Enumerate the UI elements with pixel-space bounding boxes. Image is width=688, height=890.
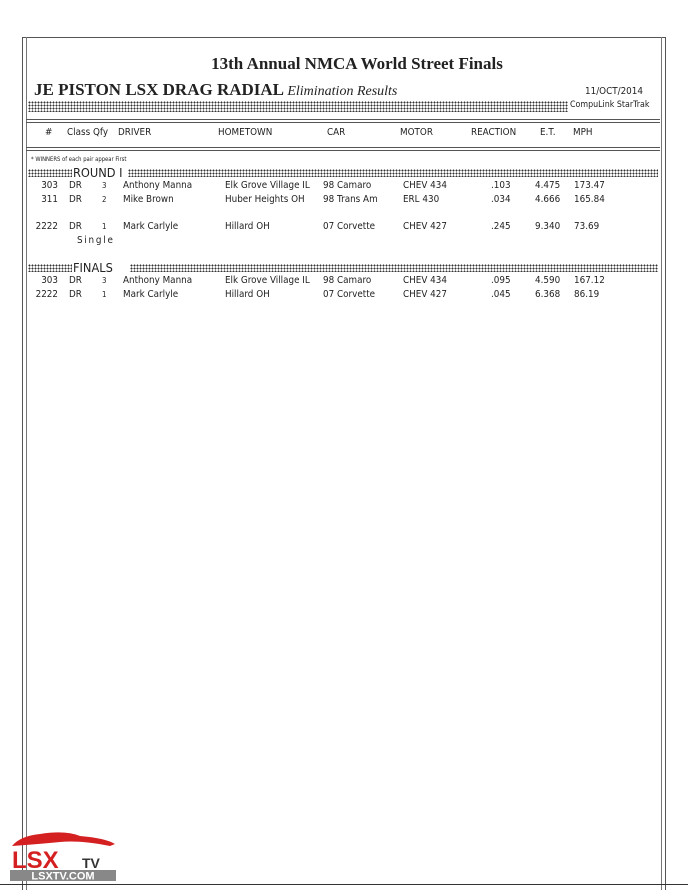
- dotted-rule: [130, 264, 658, 272]
- col-qfy: Qfy: [93, 127, 109, 138]
- cell-motor: CHEV 427: [403, 221, 447, 232]
- cell-reaction: .245: [491, 221, 511, 232]
- col-motor: MOTOR: [400, 127, 433, 138]
- cell-hometown: Hillard OH: [225, 289, 270, 300]
- cell-et: 4.666: [535, 194, 561, 205]
- cell-hometown: Elk Grove Village IL: [225, 180, 310, 191]
- col-hometown: HOMETOWN: [218, 127, 273, 138]
- lsxtv-logo: LSX TV LSXTV.COM: [10, 828, 120, 883]
- cell-car: 98 Camaro: [323, 275, 372, 286]
- cell-num: 2222: [35, 289, 58, 300]
- cell-car: 07 Corvette: [323, 221, 376, 232]
- cell-et: 6.368: [535, 289, 561, 300]
- col-class: Class: [67, 127, 91, 138]
- dotted-rule: [28, 101, 568, 112]
- single-tag: Single: [77, 235, 115, 246]
- event-name: JE PISTON LSX DRAG RADIAL Elimination Re…: [34, 80, 397, 100]
- cell-class: DR: [69, 289, 82, 300]
- col-driver: DRIVER: [118, 127, 152, 138]
- col-car: CAR: [327, 127, 346, 138]
- dotted-rule: [28, 169, 72, 177]
- svg-text:LSXTV.COM: LSXTV.COM: [31, 871, 94, 883]
- cell-driver: Mark Carlyle: [123, 289, 179, 300]
- col-num: #: [45, 127, 53, 138]
- cell-et: 9.340: [535, 221, 561, 232]
- cell-mph: 165.84: [574, 194, 605, 205]
- cell-driver: Anthony Manna: [123, 180, 193, 191]
- software-label: CompuLink StarTrak: [570, 100, 650, 110]
- round-label: ROUND I: [73, 166, 123, 180]
- cell-class: DR: [69, 180, 82, 191]
- cell-motor: CHEV 434: [403, 275, 447, 286]
- cell-qfy: 2: [102, 195, 107, 204]
- cell-qfy: 1: [102, 222, 107, 231]
- svg-text:TV: TV: [82, 855, 101, 871]
- svg-text:LSX: LSX: [12, 847, 59, 874]
- cell-driver: Anthony Manna: [123, 275, 193, 286]
- dotted-rule: [128, 169, 658, 177]
- cell-driver: Mike Brown: [123, 194, 174, 205]
- cell-class: DR: [69, 221, 82, 232]
- cell-car: 98 Trans Am: [323, 194, 378, 205]
- cell-qfy: 3: [102, 276, 107, 285]
- col-et: E.T.: [540, 127, 556, 138]
- cell-mph: 167.12: [574, 275, 605, 286]
- cell-class: DR: [69, 194, 82, 205]
- cell-qfy: 3: [102, 181, 107, 190]
- cell-reaction: .034: [491, 194, 511, 205]
- cell-reaction: .095: [491, 275, 511, 286]
- event-title: JE PISTON LSX DRAG RADIAL: [34, 80, 284, 99]
- cell-mph: 173.47: [574, 180, 605, 191]
- cell-num: 311: [41, 194, 58, 205]
- event-date: 11/OCT/2014: [585, 86, 643, 97]
- inner-frame: [26, 37, 662, 890]
- cell-motor: CHEV 434: [403, 180, 447, 191]
- dotted-rule: [28, 264, 72, 272]
- cell-hometown: Huber Heights OH: [225, 194, 305, 205]
- col-reaction: REACTION: [471, 127, 517, 138]
- cell-et: 4.475: [535, 180, 561, 191]
- cell-class: DR: [69, 275, 82, 286]
- col-mph: MPH: [573, 127, 593, 138]
- cell-driver: Mark Carlyle: [123, 221, 179, 232]
- cell-car: 07 Corvette: [323, 289, 376, 300]
- cell-num: 303: [41, 180, 58, 191]
- cell-et: 4.590: [535, 275, 561, 286]
- cell-mph: 86.19: [574, 289, 600, 300]
- cell-motor: CHEV 427: [403, 289, 447, 300]
- page-title: 13th Annual NMCA World Street Finals: [211, 54, 503, 73]
- cell-car: 98 Camaro: [323, 180, 372, 191]
- outer-frame: [22, 37, 666, 890]
- winners-note: * WINNERS of each pair appear First: [31, 156, 127, 163]
- cell-motor: ERL 430: [403, 194, 440, 205]
- cell-num: 303: [41, 275, 58, 286]
- results-subtitle: Elimination Results: [287, 84, 398, 99]
- cell-hometown: Hillard OH: [225, 221, 270, 232]
- cell-num: 2222: [35, 221, 58, 232]
- cell-mph: 73.69: [574, 221, 600, 232]
- round-label: FINALS: [73, 261, 113, 275]
- cell-qfy: 1: [102, 290, 107, 299]
- cell-reaction: .103: [491, 180, 511, 191]
- cell-hometown: Elk Grove Village IL: [225, 275, 310, 286]
- cell-reaction: .045: [491, 289, 511, 300]
